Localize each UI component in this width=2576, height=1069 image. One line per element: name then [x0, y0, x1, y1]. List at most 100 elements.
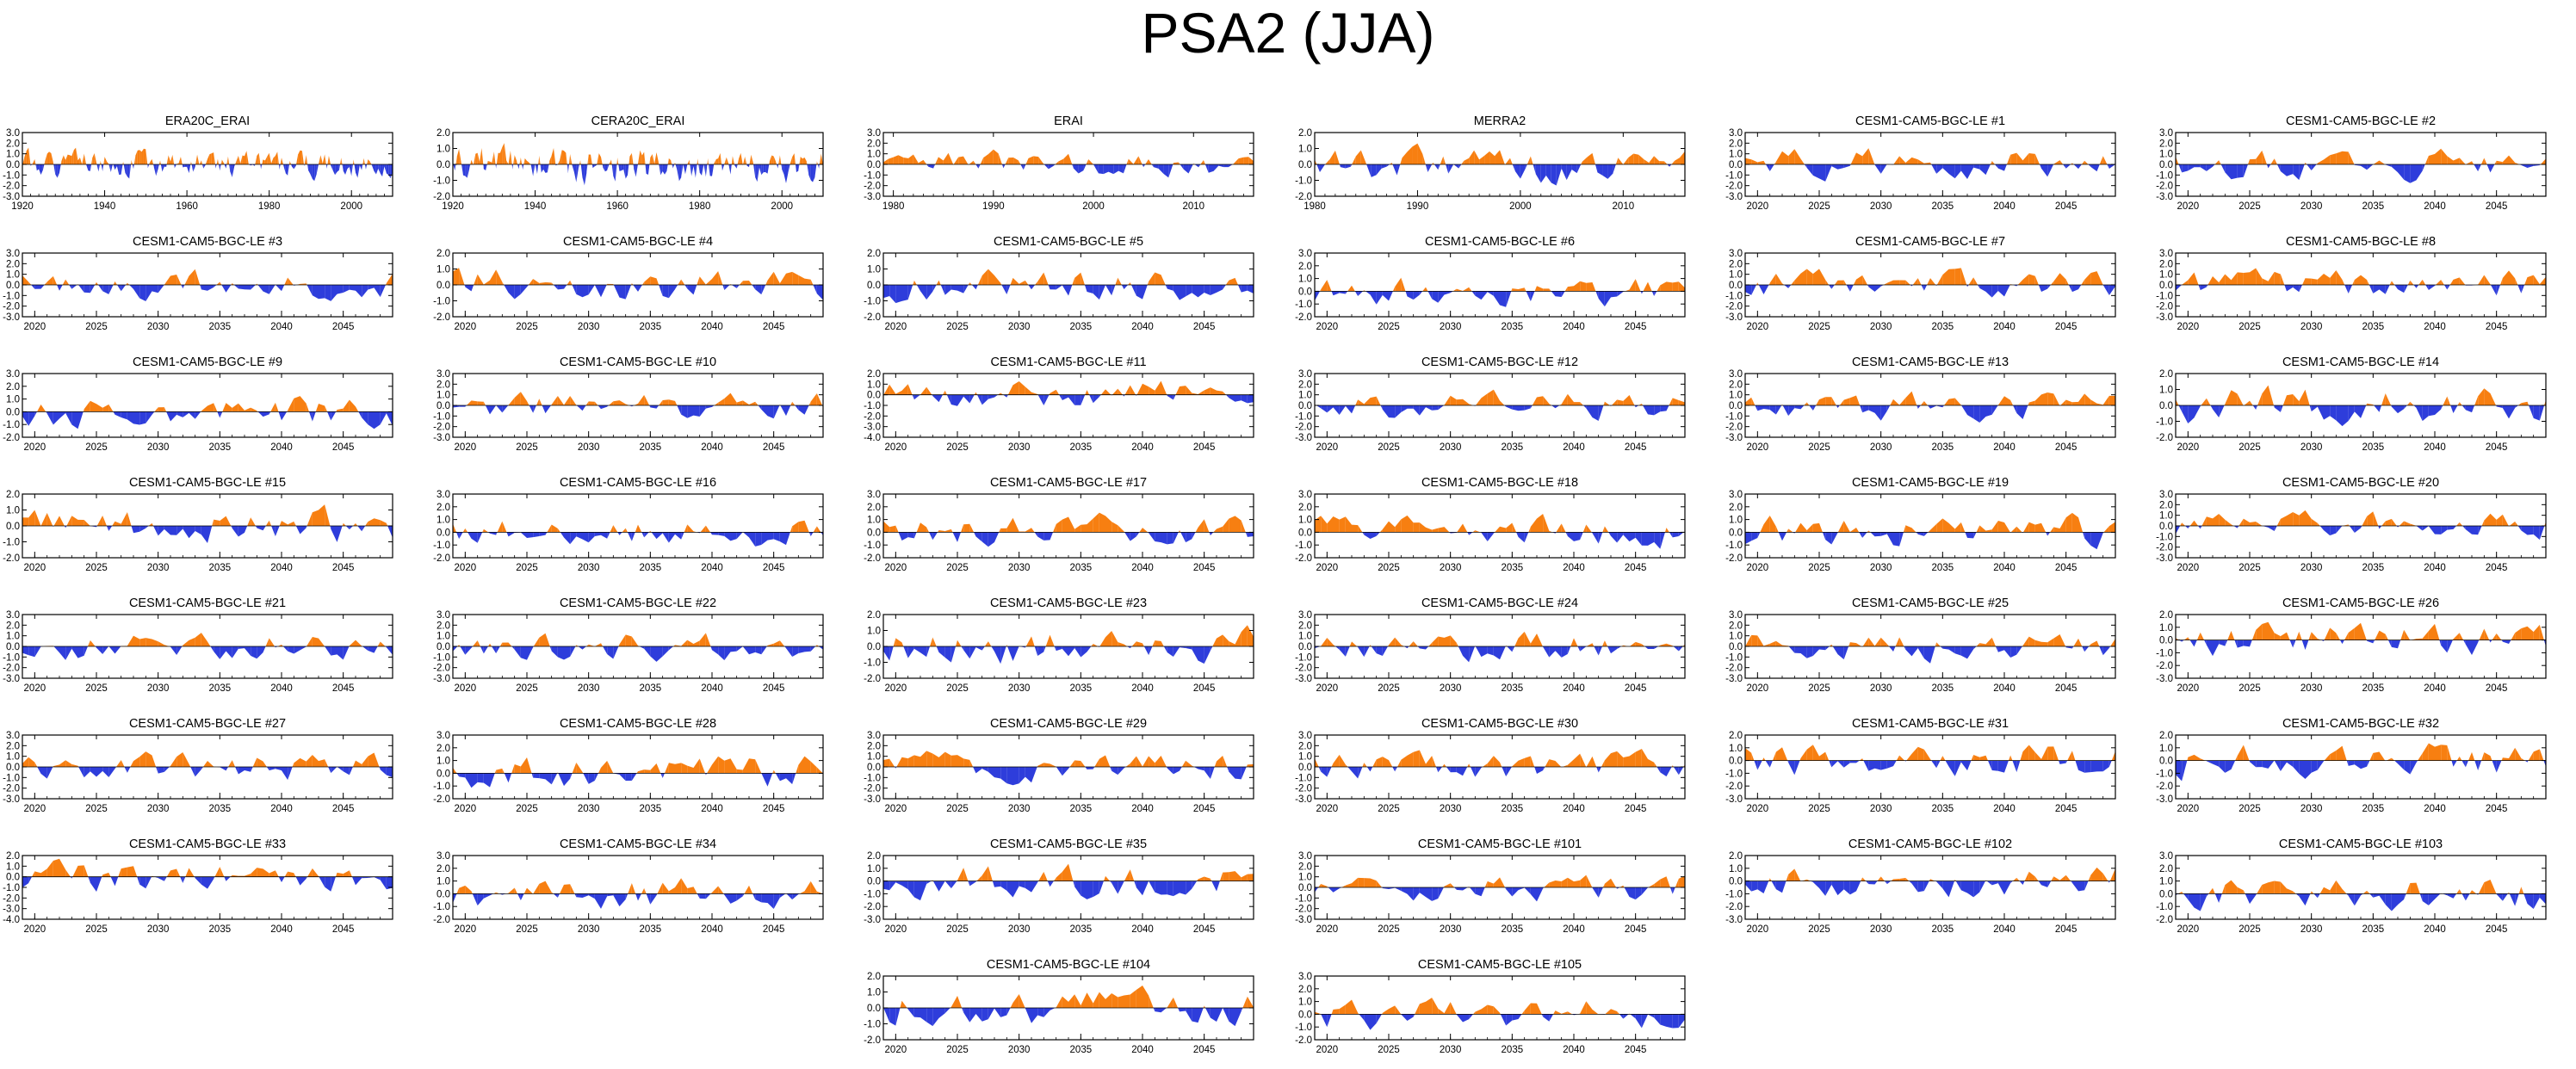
- series-area: [359, 164, 362, 170]
- series-area: [2400, 629, 2405, 640]
- series-area: [1628, 153, 1634, 164]
- series-area: [127, 635, 133, 646]
- series-area: [221, 285, 226, 293]
- x-tick-label: 2045: [1625, 322, 1647, 332]
- series-area: [1369, 645, 1371, 646]
- series-area: [974, 532, 976, 537]
- series-area: [2496, 633, 2502, 640]
- series-area: [2287, 511, 2294, 526]
- series-area: [1751, 634, 1758, 646]
- series-area: [1469, 287, 1472, 292]
- series-area: [1751, 285, 1757, 295]
- series-area: [108, 404, 114, 412]
- series-area: [2447, 526, 2454, 530]
- series-area: [220, 516, 226, 526]
- series-area: [84, 153, 87, 164]
- series-area: [1899, 280, 1906, 285]
- series-area: [693, 405, 700, 417]
- series-area: [331, 646, 337, 656]
- series-area: [469, 164, 471, 170]
- series-area: [374, 411, 381, 429]
- series-area: [1136, 383, 1142, 395]
- y-tick-label: 3.0: [6, 128, 20, 139]
- series-area: [1979, 405, 1986, 423]
- series-area: [1518, 405, 1525, 411]
- series-area: [1006, 645, 1007, 646]
- series-area: [1006, 517, 1013, 533]
- series-area: [1893, 646, 1896, 652]
- series-area: [2527, 526, 2534, 535]
- series-area: [765, 280, 768, 285]
- series-area: [820, 153, 823, 164]
- series-area: [1376, 532, 1380, 536]
- series-area: [1567, 393, 1574, 405]
- series-area: [1615, 158, 1619, 164]
- series-area: [705, 525, 711, 533]
- x-tick-label: 2040: [270, 322, 293, 332]
- series-area: [1936, 642, 1941, 646]
- y-tick-label: 1.0: [2159, 150, 2173, 160]
- series-area: [278, 164, 280, 170]
- series-area: [1543, 288, 1550, 292]
- series-area: [607, 164, 610, 171]
- series-area: [2509, 155, 2516, 164]
- series-area: [2108, 285, 2115, 296]
- series-area: [1745, 532, 1752, 545]
- series-area: [490, 269, 497, 285]
- series-area: [2465, 526, 2472, 534]
- series-area: [981, 269, 988, 285]
- series-area: [1458, 164, 1462, 169]
- series-area: [908, 154, 913, 164]
- series-area: [1567, 532, 1574, 541]
- series-area: [773, 532, 780, 542]
- panel-title: CESM1-CAM5-BGC-LE #12: [1421, 355, 1578, 369]
- series-area: [2256, 268, 2263, 285]
- series-area: [1487, 532, 1494, 541]
- series-area: [180, 157, 183, 164]
- series-area: [1960, 268, 1967, 285]
- series-area: [2059, 517, 2066, 533]
- series-area: [2237, 164, 2244, 178]
- series-area: [1084, 285, 1087, 292]
- series-area: [2188, 637, 2190, 640]
- series-area: [1985, 405, 1992, 417]
- series-area: [1444, 635, 1451, 646]
- y-tick-label: -2.0: [3, 182, 20, 192]
- series-area: [2319, 526, 2324, 531]
- series-area: [1161, 380, 1167, 395]
- x-tick-label: 2045: [1193, 442, 1216, 453]
- series-area: [749, 401, 756, 405]
- series-area: [1669, 398, 1673, 405]
- series-area: [1512, 522, 1517, 533]
- series-area: [238, 155, 241, 164]
- series-area: [91, 158, 93, 164]
- series-area: [1376, 646, 1383, 656]
- series-area: [1433, 162, 1434, 164]
- series-area: [763, 164, 766, 173]
- series-area: [699, 633, 706, 646]
- series-area: [943, 152, 949, 164]
- y-tick-label: -2.0: [2156, 302, 2173, 312]
- series-area: [470, 159, 472, 164]
- series-area: [477, 152, 480, 164]
- series-area: [1856, 528, 1860, 533]
- y-tick-label: 1.0: [6, 270, 20, 281]
- series-area: [1942, 518, 1949, 533]
- series-area: [1643, 281, 1648, 292]
- series-area: [2305, 389, 2310, 405]
- series-area: [1635, 279, 1641, 292]
- series-area: [969, 646, 976, 659]
- series-area: [131, 159, 133, 164]
- series-area: [1019, 380, 1025, 395]
- series-area: [2527, 401, 2530, 405]
- series-area: [895, 285, 902, 304]
- series-area: [95, 281, 96, 285]
- series-area: [2515, 162, 2520, 164]
- series-area: [1819, 646, 1826, 651]
- x-tick-label: 1980: [1303, 201, 1326, 212]
- series-area: [2065, 399, 2072, 405]
- series-area: [200, 285, 201, 290]
- series-area: [232, 526, 238, 537]
- series-area: [2063, 164, 2066, 169]
- series-area: [1530, 518, 1537, 533]
